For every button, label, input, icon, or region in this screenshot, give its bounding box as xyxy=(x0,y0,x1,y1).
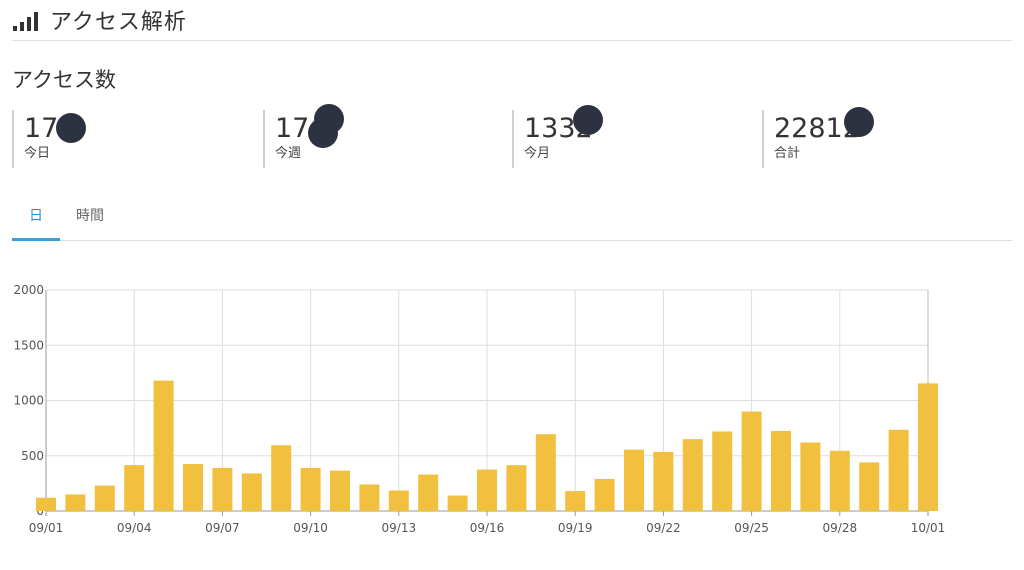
stats-row: 17 今日 17 今週 1332 今月 22812 合計 xyxy=(12,104,1012,170)
chart-bar xyxy=(94,485,115,511)
chart-bar xyxy=(447,495,468,511)
redaction-mark xyxy=(314,104,344,134)
chart-bar xyxy=(859,462,880,511)
chart-bar xyxy=(535,434,556,511)
x-tick-label: 09/07 xyxy=(205,521,240,535)
chart-bar xyxy=(653,451,674,511)
access-bar-chart: 050010001500200009/0109/0409/0709/1009/1… xyxy=(13,283,946,535)
chart-bar xyxy=(183,464,203,511)
x-tick-label: 09/28 xyxy=(823,521,858,535)
chart-bar xyxy=(918,383,938,511)
stat-value-week: 17 xyxy=(275,113,310,144)
y-tick-label: 500 xyxy=(21,449,44,463)
x-tick-label: 09/10 xyxy=(293,521,328,535)
signal-bars-icon xyxy=(13,12,38,31)
chart-bar xyxy=(829,450,850,511)
chart-bar xyxy=(565,491,586,511)
stat-value-today: 17 xyxy=(24,113,59,144)
chart-bar xyxy=(712,431,733,511)
x-tick-label: 09/19 xyxy=(558,521,593,535)
y-tick-label: 1500 xyxy=(13,338,44,352)
chart-bar xyxy=(771,430,791,511)
tab-day[interactable]: 日 xyxy=(12,196,60,241)
x-tick-label: 10/01 xyxy=(911,521,946,535)
chart-bar xyxy=(359,484,380,511)
x-tick-label: 09/13 xyxy=(382,521,417,535)
chart-bar xyxy=(212,467,233,511)
chart-bar xyxy=(888,429,909,511)
redaction-mark xyxy=(56,113,86,143)
chart-bar xyxy=(682,439,703,511)
chart-bar xyxy=(477,469,497,511)
chart-bar xyxy=(271,445,292,511)
chart-bar xyxy=(36,497,56,511)
stat-label-total: 合計 xyxy=(774,146,801,161)
chart-bar xyxy=(800,442,821,511)
chart-bar xyxy=(624,449,644,511)
chart-bar xyxy=(506,465,527,511)
stat-week: 17 今週 xyxy=(263,110,309,168)
y-tick-label: 1000 xyxy=(13,394,44,408)
x-tick-label: 09/16 xyxy=(470,521,505,535)
stat-label-today: 今日 xyxy=(24,146,51,161)
x-tick-label: 09/25 xyxy=(734,521,769,535)
chart-bar xyxy=(65,494,86,511)
stat-label-month: 今月 xyxy=(524,146,551,161)
chart-bar xyxy=(330,470,350,511)
redaction-mark xyxy=(573,105,603,135)
chart-bar xyxy=(241,473,262,511)
x-tick-label: 09/01 xyxy=(29,521,64,535)
chart-bar xyxy=(388,490,409,511)
tab-hour[interactable]: 時間 xyxy=(76,208,104,224)
stat-label-week: 今週 xyxy=(275,146,302,161)
chart-bar xyxy=(124,465,145,511)
x-tick-label: 09/04 xyxy=(117,521,152,535)
x-tick-label: 09/22 xyxy=(646,521,681,535)
page-title: アクセス解析 xyxy=(50,10,187,35)
chart-bar xyxy=(300,467,321,511)
redaction-mark xyxy=(844,107,874,137)
section-title: アクセス数 xyxy=(12,68,116,92)
chart-bar xyxy=(153,380,174,511)
chart-bar xyxy=(418,474,439,511)
chart-bar xyxy=(594,478,615,511)
stat-today: 17 今日 xyxy=(12,110,58,168)
period-tabs: 日 時間 xyxy=(12,196,1012,241)
chart-bar xyxy=(741,411,762,511)
page-header: アクセス解析 xyxy=(12,0,1012,41)
y-tick-label: 2000 xyxy=(13,283,44,297)
